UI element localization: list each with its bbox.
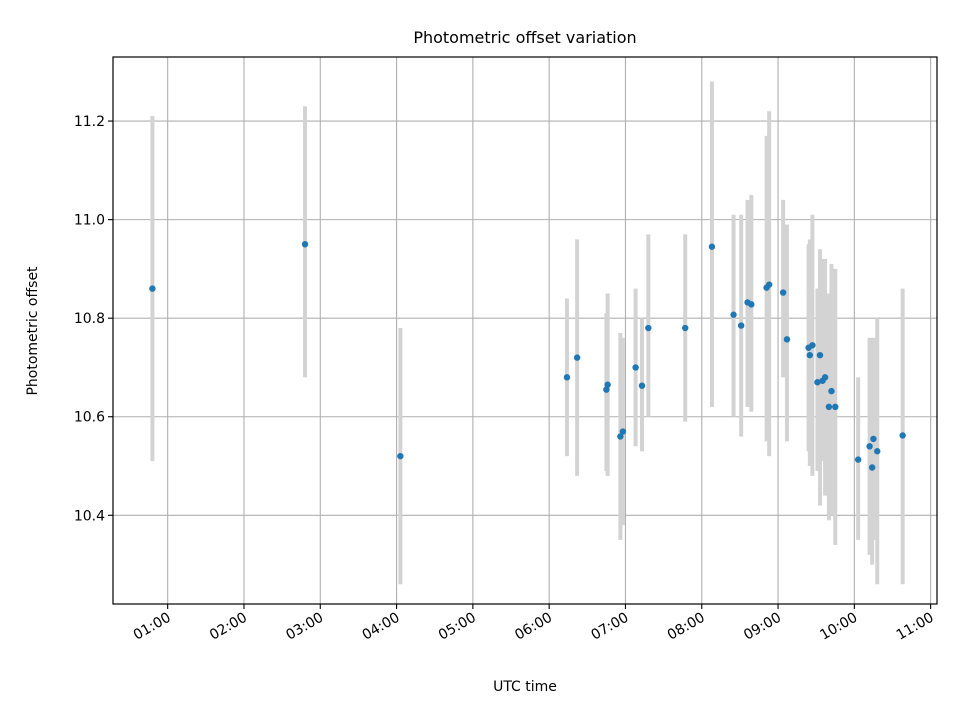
data-point bbox=[730, 311, 737, 318]
y-tick-label: 10.4 bbox=[74, 508, 105, 524]
data-point bbox=[866, 443, 873, 450]
data-point bbox=[638, 382, 646, 389]
x-axis-label: UTC time bbox=[493, 679, 557, 695]
y-axis-label: Photometric offset bbox=[25, 266, 41, 396]
data-point bbox=[604, 381, 611, 388]
data-point bbox=[821, 374, 829, 381]
y-tick-label: 10.6 bbox=[74, 410, 105, 426]
data-point bbox=[806, 351, 814, 359]
data-point bbox=[814, 379, 821, 386]
data-point bbox=[619, 428, 627, 435]
data-point bbox=[603, 386, 610, 393]
data-point bbox=[708, 243, 716, 250]
data-point bbox=[899, 432, 906, 439]
data-point bbox=[868, 464, 876, 471]
data-point bbox=[870, 435, 877, 443]
data-point bbox=[825, 403, 833, 411]
y-tick-label: 10.8 bbox=[74, 311, 105, 327]
data-point bbox=[573, 354, 581, 361]
y-tick-label: 11.0 bbox=[74, 213, 105, 229]
data-point bbox=[149, 285, 156, 292]
data-point bbox=[832, 403, 839, 411]
data-point bbox=[816, 351, 824, 359]
data-point bbox=[874, 448, 881, 455]
data-point bbox=[617, 433, 624, 440]
plot-frame bbox=[112, 56, 938, 605]
data-point bbox=[397, 452, 404, 460]
data-point bbox=[682, 324, 689, 332]
data-point bbox=[748, 301, 755, 308]
chart-title: Photometric offset variation bbox=[413, 28, 636, 47]
data-points bbox=[149, 241, 906, 471]
data-point bbox=[809, 342, 816, 349]
grid-lines bbox=[113, 57, 937, 604]
data-point bbox=[779, 289, 787, 296]
data-point bbox=[737, 322, 745, 329]
data-point bbox=[765, 281, 773, 288]
data-point bbox=[783, 336, 791, 343]
data-point bbox=[828, 387, 835, 395]
data-point bbox=[645, 324, 652, 332]
data-point bbox=[301, 241, 309, 248]
y-tick-label: 11.2 bbox=[74, 114, 105, 130]
data-point bbox=[632, 364, 639, 371]
data-point bbox=[563, 374, 571, 381]
data-point bbox=[854, 456, 862, 463]
